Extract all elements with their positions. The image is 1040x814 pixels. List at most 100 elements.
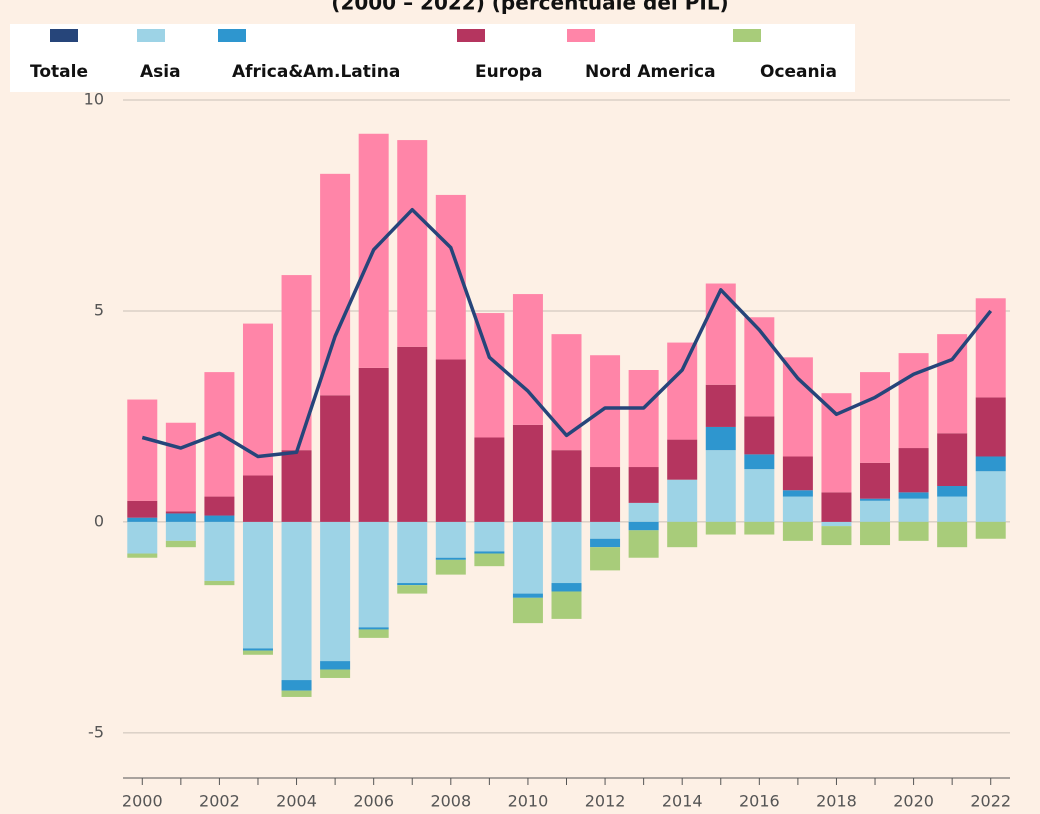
bar [551,334,582,451]
bar [397,140,428,347]
bar [320,395,351,522]
bar [628,467,659,503]
bar [358,367,389,522]
bar [320,669,351,678]
bar [551,591,582,619]
bar [397,585,428,594]
bar [512,597,543,624]
bar [705,521,736,535]
bar [165,540,196,548]
bar [204,580,235,586]
bar [628,530,659,558]
bar [667,479,698,522]
bar [898,492,929,499]
bar [744,416,775,455]
bar [744,521,775,535]
bar [628,521,659,531]
legend-label: Africa&Am.Latina [232,62,400,82]
bar [705,426,736,451]
bar [204,515,235,522]
bar [898,521,929,541]
x-tick-label: 2018 [816,792,857,811]
y-tick-label: 5 [94,300,104,319]
bar [590,521,621,539]
bar [281,450,312,522]
bar [744,317,775,417]
bar [898,498,929,522]
bar [435,557,466,560]
bar [590,355,621,468]
bar [165,511,196,514]
bar [975,298,1006,398]
legend-swatch [137,29,165,42]
bar [281,680,312,691]
bar [590,467,621,522]
bar [898,448,929,493]
bar [860,521,891,546]
bar [782,490,813,497]
bar [281,690,312,697]
x-tick-label: 2022 [970,792,1011,811]
bar [512,593,543,598]
bar [975,471,1006,522]
legend-label: Totale [30,62,88,82]
x-tick-label: 2000 [122,792,163,811]
bar [320,661,351,670]
bar [860,498,891,501]
legend-label: Nord America [585,62,716,82]
bar [860,372,891,463]
y-tick-label: 10 [84,90,104,109]
x-tick-label: 2004 [276,792,317,811]
bar [744,454,775,470]
bar [705,450,736,522]
bar [127,399,158,501]
bar [590,547,621,571]
bar [975,521,1006,539]
bar [821,492,852,522]
bar [821,521,852,527]
bar [397,521,428,584]
bar [242,650,273,655]
bar [975,456,1006,472]
line [141,207,993,459]
y-tick-label: -5 [88,722,104,741]
y-tick-label: 0 [94,511,104,530]
bar [127,517,158,522]
bar [358,629,389,638]
legend-swatch [457,29,485,42]
bar [512,424,543,522]
bar [782,357,813,457]
bar [667,521,698,548]
legend-swatch [50,29,78,42]
x-tick-label: 2012 [585,792,626,811]
bar [821,526,852,546]
bar [204,521,235,581]
bar [358,627,389,630]
bar [512,521,543,594]
x-tick-label: 2010 [508,792,549,811]
bar [358,521,389,628]
x-tick-label: 2008 [430,792,471,811]
bar [937,521,968,548]
legend-swatch [218,29,246,42]
bar [898,353,929,449]
bar [667,439,698,480]
bar [435,559,466,575]
bar [628,370,659,468]
bar [667,342,698,440]
bar [127,500,158,518]
bar [397,346,428,522]
bar [242,323,273,476]
bar [628,502,659,522]
bar [937,433,968,487]
legend-label: Europa [475,62,542,82]
bar [551,583,582,592]
bar [320,521,351,662]
bar [744,469,775,522]
bar [551,450,582,522]
bar [782,456,813,491]
legend-label: Oceania [760,62,837,82]
bar [975,397,1006,457]
bar [165,521,196,541]
